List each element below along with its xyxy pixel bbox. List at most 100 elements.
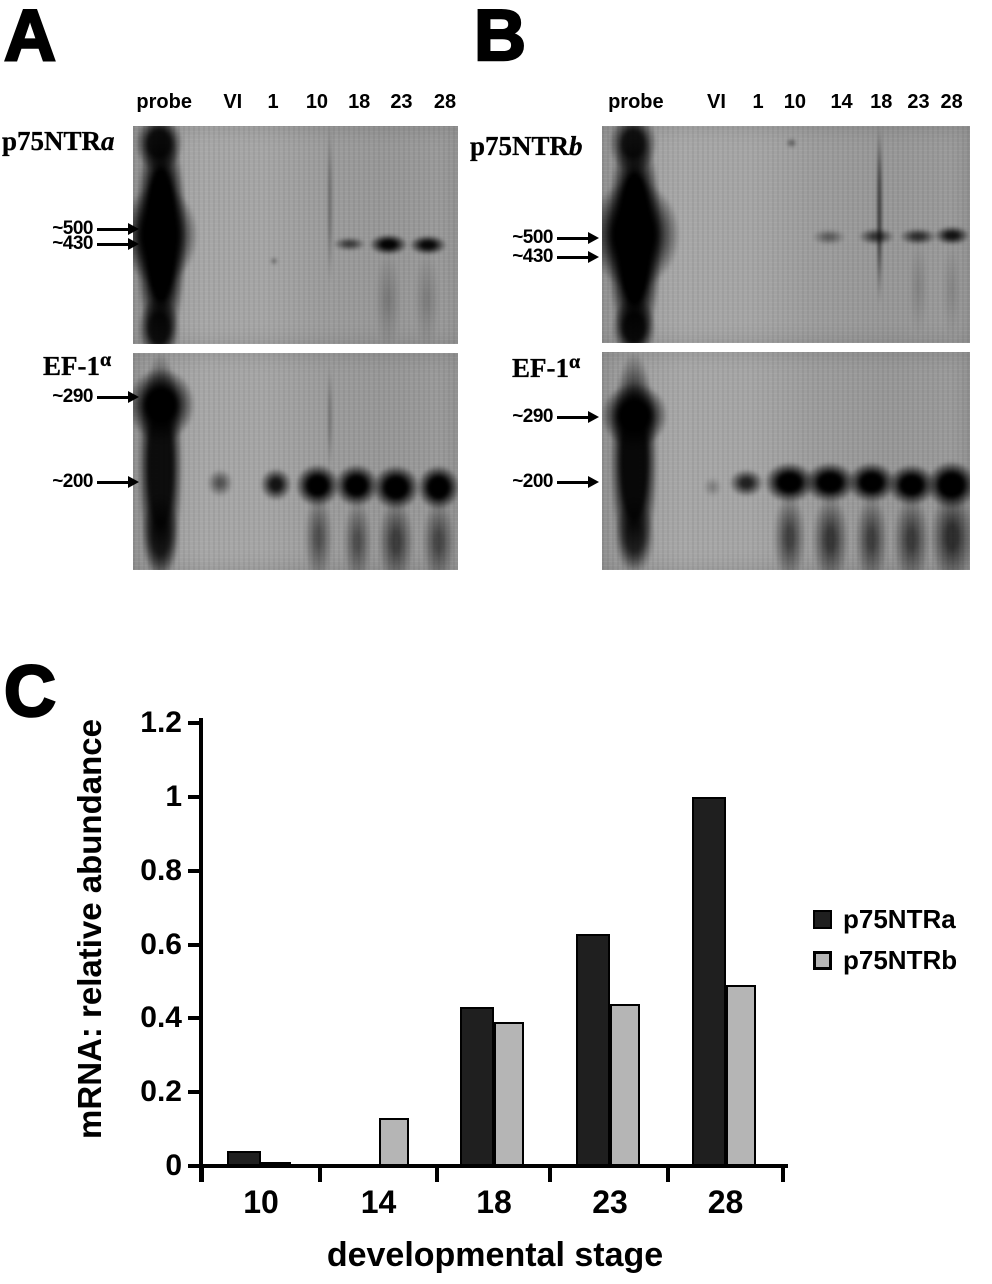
panel-a-letter: A: [3, 0, 58, 76]
legend-swatch-p75ntrb: [813, 950, 832, 970]
gel-band: [368, 234, 408, 256]
gel-band: [333, 236, 366, 251]
legend-item-p75ntra: p75NTRa: [813, 906, 957, 932]
y-tick-1: [188, 795, 201, 799]
size-marker-label: ~430: [512, 246, 553, 267]
panel-a-lane-labels: probe VI 1 10 18 23 28: [133, 90, 458, 114]
bar-p75NTRa-stage-10: [227, 1151, 261, 1166]
lane-label-VI: VI: [223, 91, 243, 113]
bar-p75NTRb-stage-14: [378, 1118, 409, 1166]
gel-band: [609, 126, 658, 174]
size-marker-200: ~200: [512, 471, 588, 493]
lane-label-1: 1: [752, 91, 764, 113]
y-tick-0.6: [188, 943, 201, 947]
bar-p75NTRa-stage-23: [576, 934, 610, 1166]
y-tick-label-0: 0: [165, 1149, 182, 1182]
panel-b-lane-labels: probe VI 1 10 14 18 23 28: [602, 90, 970, 114]
size-marker-290: ~290: [52, 386, 128, 408]
lane-label-10: 10: [305, 91, 329, 113]
lane-label-28: 28: [433, 91, 457, 113]
legend-label-p75ntra: p75NTRa: [843, 904, 956, 934]
gel-band: [134, 126, 184, 172]
bar-p75NTRb-stage-28: [725, 985, 756, 1166]
bar-p75NTRa-stage-28: [691, 797, 726, 1166]
size-marker-arrow-icon: [97, 227, 128, 231]
gel-band: [414, 251, 441, 344]
panel-b-letter: B: [473, 0, 528, 76]
x-tick-4: [666, 1167, 670, 1182]
size-marker-label: ~500: [52, 218, 93, 239]
blot1-isoform: b: [569, 131, 583, 161]
blot1-name: p75NTR: [2, 126, 102, 156]
blot1-isoform: a: [101, 126, 115, 156]
panel-a-blot1-label: p75NTRa: [2, 126, 115, 156]
gel-band: [327, 363, 332, 473]
legend-label-p75ntrb: p75NTRb: [843, 945, 958, 975]
x-tick-0: [200, 1167, 204, 1182]
gel-band: [422, 498, 455, 570]
size-marker-arrow-icon: [97, 480, 128, 484]
size-marker-label: ~430: [52, 233, 93, 254]
legend-item-p75ntrb: p75NTRb: [813, 947, 957, 973]
size-marker-arrow-icon: [97, 242, 128, 246]
legend-swatch-p75ntra: [813, 909, 832, 929]
size-marker-arrow-icon: [97, 395, 128, 399]
blot2-name: EF-1: [512, 353, 569, 383]
x-category-label-23: 23: [592, 1184, 628, 1220]
bar-p75NTRb-stage-23: [610, 1004, 640, 1166]
y-tick-0.4: [188, 1016, 201, 1020]
gel-band: [342, 498, 372, 570]
y-tick-label-0.8: 0.8: [140, 854, 182, 887]
lane-label-14: 14: [830, 91, 853, 113]
gel-band: [133, 368, 195, 442]
gel-image-ef1a-b: [602, 352, 970, 570]
x-category-label-28: 28: [707, 1184, 744, 1220]
x-category-label-14: 14: [360, 1184, 397, 1220]
lane-label-23: 23: [907, 91, 930, 113]
y-axis-line: [199, 718, 203, 1182]
size-marker-label: ~290: [512, 406, 553, 427]
gel-band: [909, 237, 928, 336]
bar-p75NTRb-stage-10: [261, 1162, 291, 1166]
bar-p75NTRb-stage-18: [494, 1022, 524, 1166]
gel-band: [876, 126, 882, 306]
gel-band: [207, 469, 234, 498]
y-tick-0.8: [188, 869, 201, 873]
gel-band: [378, 498, 415, 570]
y-tick-label-0.6: 0.6: [140, 928, 182, 961]
size-marker-label: ~200: [52, 471, 93, 492]
blot2-name: EF-1: [43, 351, 100, 381]
x-tick-2: [435, 1167, 439, 1182]
gel-band: [773, 491, 807, 570]
gel-band: [602, 382, 668, 448]
gel-band: [893, 493, 930, 570]
x-tick-1: [318, 1167, 322, 1182]
y-tick-label-1: 1: [165, 780, 182, 813]
gel-band: [811, 493, 849, 570]
chart-legend: p75NTRa p75NTRb: [813, 906, 957, 988]
lane-label-probe: probe: [136, 91, 192, 113]
lane-label-10: 10: [783, 91, 806, 113]
gel-band: [270, 257, 279, 265]
gel-band: [933, 225, 970, 246]
gel-band: [141, 496, 181, 570]
bar-p75NTRa-stage-18: [460, 1007, 494, 1166]
y-tick-1.2: [188, 721, 201, 725]
blot1-name: p75NTR: [470, 131, 570, 161]
y-tick-label-1.2: 1.2: [140, 706, 182, 739]
panel-a-blot2-label: EF-1α: [43, 350, 111, 381]
y-tick-0: [188, 1164, 201, 1168]
gel-band: [327, 126, 332, 285]
size-marker-200: ~200: [52, 471, 128, 493]
size-marker-arrow-icon: [557, 480, 588, 484]
x-tick-5: [781, 1167, 785, 1182]
gel-band: [703, 477, 722, 497]
size-marker-arrow-icon: [557, 236, 588, 240]
gel-band: [929, 489, 970, 570]
blot2-sup: α: [100, 349, 112, 372]
y-tick-0.2: [188, 1090, 201, 1094]
blot2-sup: α: [569, 351, 581, 374]
x-axis-line: [199, 1164, 788, 1168]
panel-b-blot1-label: p75NTRb: [470, 131, 583, 161]
